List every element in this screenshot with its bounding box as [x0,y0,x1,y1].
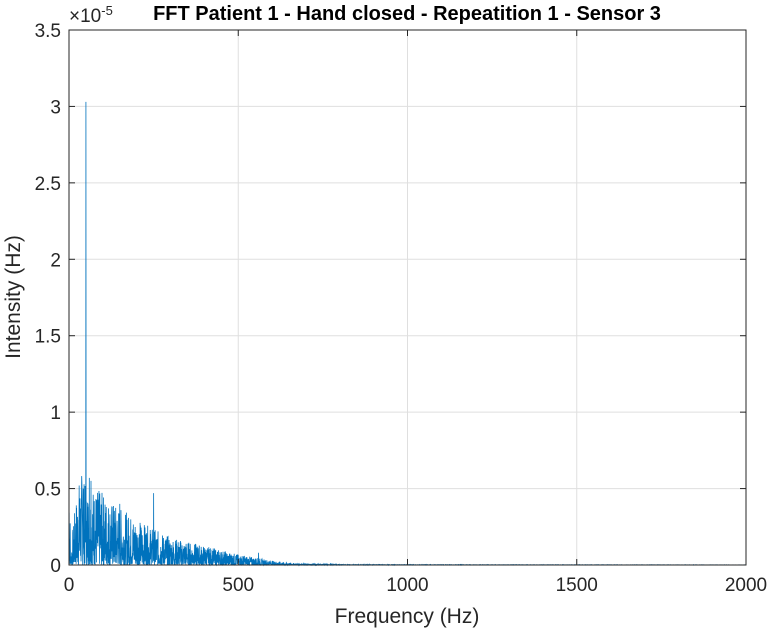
y-tick-label: 2.5 [35,174,61,195]
y-tick-label: 2 [50,250,61,271]
y-tick-label: 3.5 [35,21,61,42]
y-tick-label: 3 [50,97,61,118]
x-axis-label: Frequency (Hz) [335,605,480,628]
y-exponent-base: ×10 [69,6,101,27]
y-exponent-label: ×10-5 [69,3,113,27]
y-tick-label: 0.5 [35,480,61,501]
y-tick-label: 1.5 [35,327,61,348]
axis-ticks: 0 500 1000 1500 2000 0 0.5 1 1.5 2 2.5 3 3.5 [35,21,768,596]
x-tick-label: 500 [222,575,254,596]
y-tick-label: 0 [50,556,61,577]
x-tick-label: 1500 [556,575,598,596]
x-tick-label: 2000 [725,575,767,596]
x-tick-label: 0 [64,575,75,596]
chart-title: FFT Patient 1 - Hand closed - Repeatitio… [153,3,661,25]
y-axis-label: Intensity (Hz) [2,235,25,359]
grid [68,29,747,566]
y-exponent-power: -5 [101,3,113,18]
x-tick-label: 1000 [386,575,428,596]
y-tick-label: 1 [50,403,61,424]
